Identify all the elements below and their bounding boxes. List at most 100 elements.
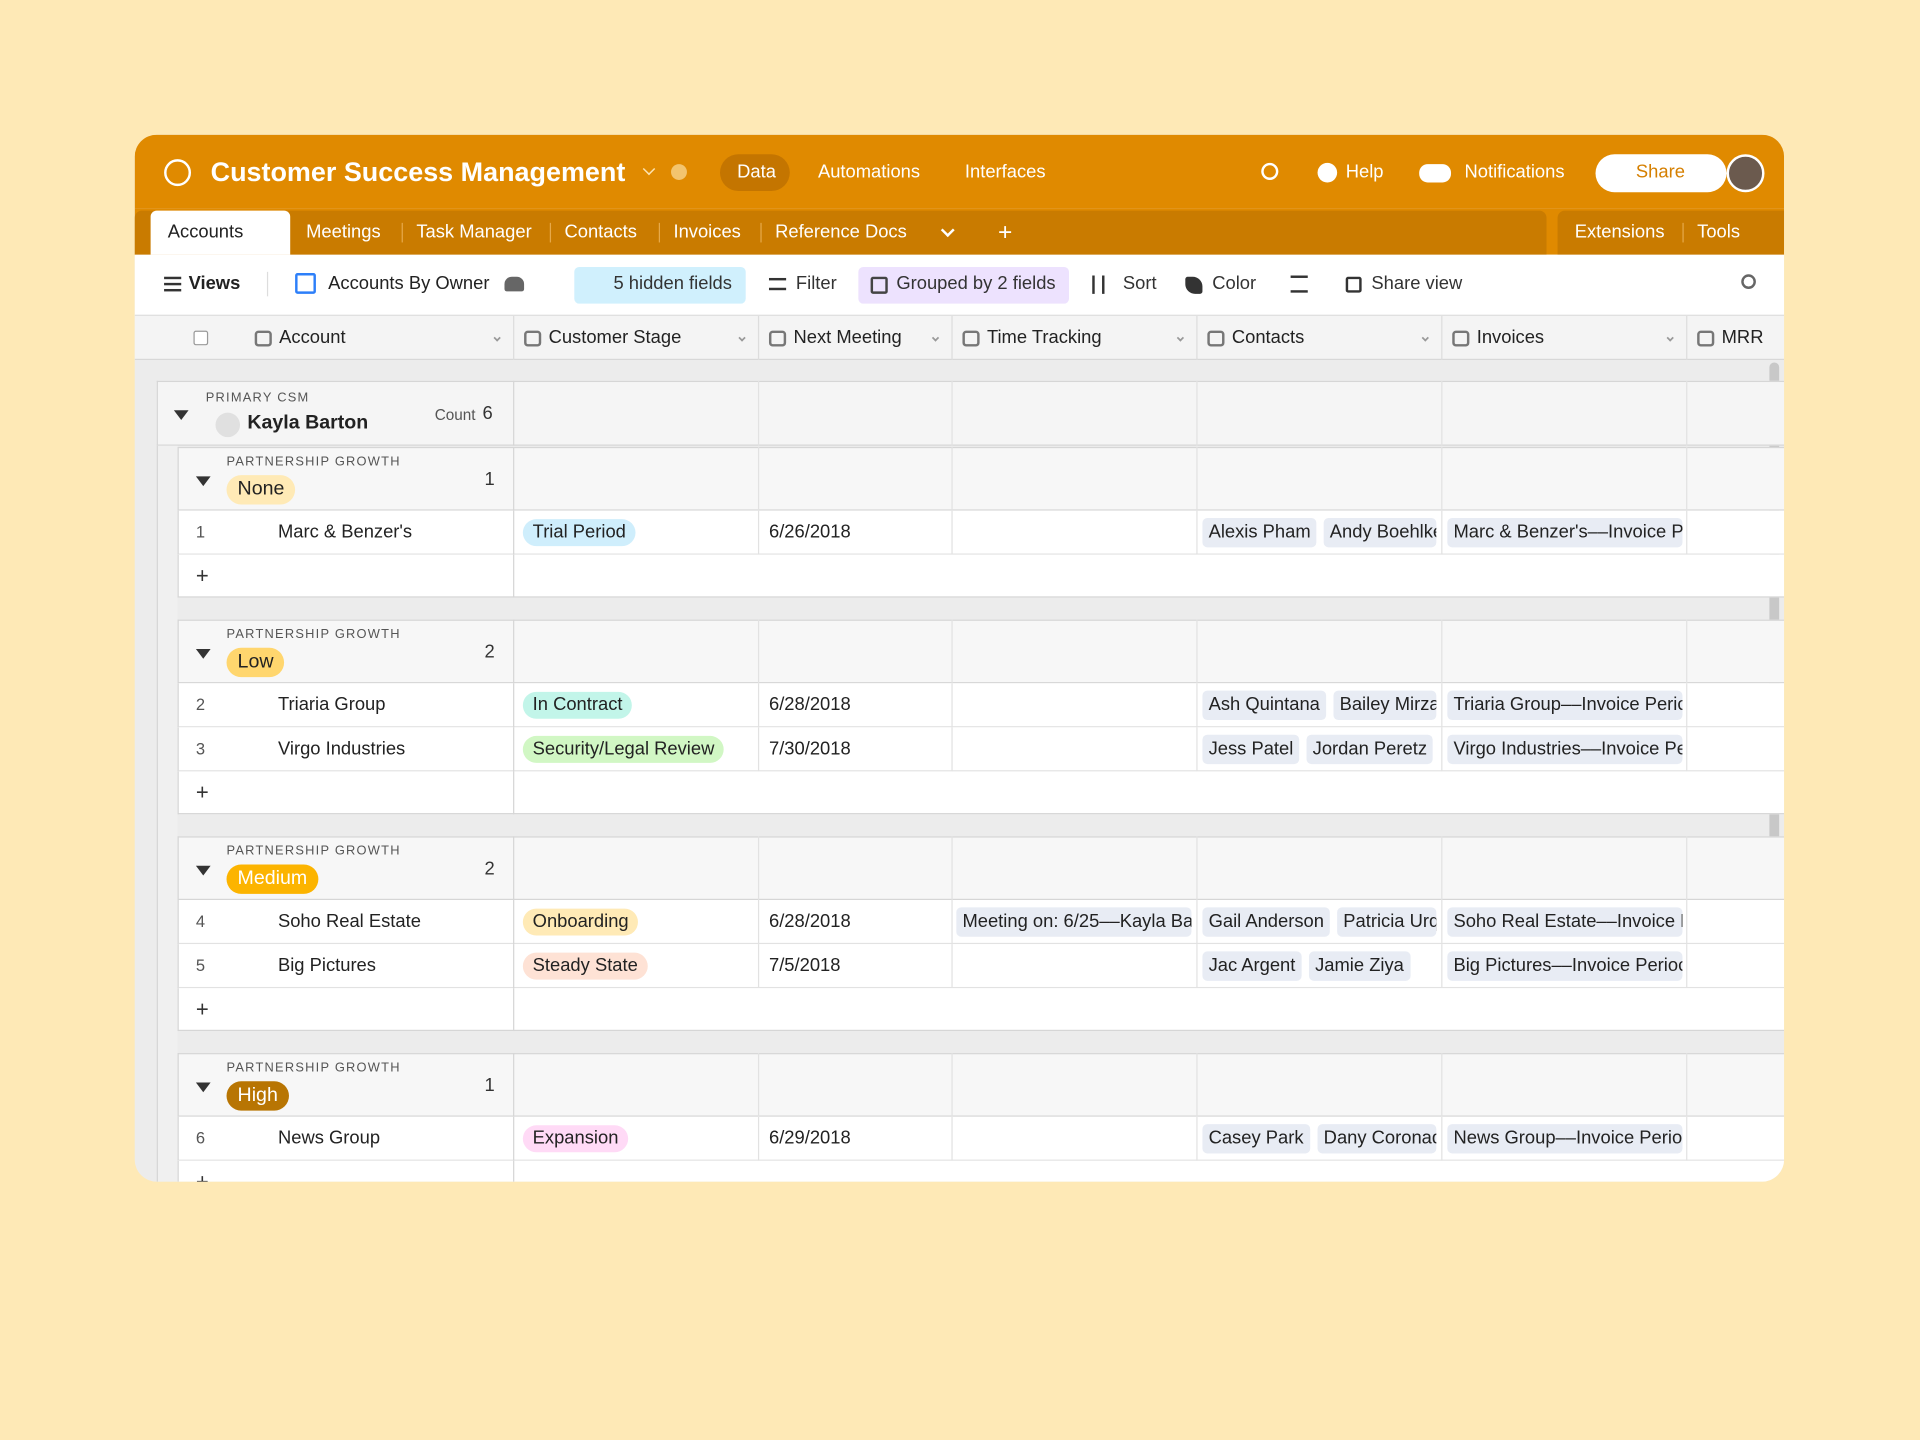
column-title[interactable]: Contacts [1231,326,1305,348]
subgroup-divider [513,836,515,901]
column-divider [1686,315,1688,361]
nav-active[interactable] [720,154,790,192]
cell-divider [1196,446,1198,511]
cell-divider [757,1116,760,1161]
cell-divider [757,619,760,684]
column-title[interactable]: Next Meeting [793,326,902,348]
contact-chip: Bailey Mirza [1333,690,1437,721]
contact-chip: Andy Boehlke [1323,517,1437,548]
collapse-toggle[interactable] [195,865,211,876]
add-tab[interactable]: + [997,219,1013,247]
next-meeting: 6/28/2018 [768,911,851,932]
grid-icon [295,273,316,294]
grouped[interactable]: Grouped by 2 fields [896,273,1056,294]
field-icon [1207,330,1225,347]
cell-divider [1196,510,1198,555]
cell-divider [1196,727,1198,772]
sort[interactable]: Sort [1122,273,1157,294]
cell-divider [1196,900,1198,945]
contact-chip: Dany Coronadc [1317,1124,1437,1154]
add-record-icon[interactable]: + [195,780,209,805]
stage-pill: Security/Legal Review [522,735,725,763]
column-title[interactable]: MRR [1721,326,1764,348]
column-divider [951,315,953,361]
view-name[interactable]: Accounts By Owner [328,273,490,294]
hidden-fields-pill[interactable] [574,266,746,304]
column-title[interactable]: Customer Stage [548,326,682,348]
collapse-toggle[interactable] [173,410,189,421]
tab[interactable]: Reference Docs [775,221,907,243]
history-icon[interactable] [1261,162,1279,181]
collapse-toggle[interactable] [195,476,211,487]
next-meeting: 6/26/2018 [768,521,851,543]
add-row[interactable] [177,988,1785,1032]
hidden-fields[interactable]: 5 hidden fields [613,273,732,294]
add-row[interactable] [177,554,1785,598]
tab[interactable]: Accounts [167,221,244,243]
tab-separator [549,222,552,243]
column-divider [1196,315,1198,361]
row-divider [513,944,515,989]
add-record-icon[interactable]: + [195,563,209,588]
add-row[interactable] [177,771,1785,815]
grouped-pill[interactable] [858,266,1069,304]
column-divider [513,315,515,361]
column-title[interactable]: Account [279,326,346,348]
share-view[interactable]: Share view [1371,273,1463,294]
collapse-toggle[interactable] [195,648,211,659]
invoice-chip: Triaria Group––Invoice Peric [1447,690,1683,721]
extensions[interactable]: Extensions [1574,221,1665,243]
cell-divider [1686,836,1688,901]
nav-tab[interactable]: Data [737,161,776,183]
contact-chip: Alexis Pham [1202,517,1317,548]
tab[interactable]: Invoices [673,221,741,243]
add-record-icon[interactable]: + [195,1169,209,1182]
cell-divider [1196,1116,1198,1161]
cell-divider [1441,619,1443,684]
column-title[interactable]: Time Tracking [986,326,1102,348]
add-record-icon[interactable]: + [195,996,209,1022]
add-row[interactable] [177,1160,1785,1182]
tab-strip-right [1557,210,1785,255]
notifications[interactable]: Notifications [1464,161,1565,183]
nav-tab[interactable]: Interfaces [964,161,1046,183]
filter[interactable]: Filter [795,273,837,294]
tab[interactable]: Meetings [306,221,381,243]
search-icon[interactable] [1741,274,1756,289]
field-icon [1697,330,1715,347]
user-avatar [215,412,241,438]
row-height-icon[interactable] [1290,275,1308,293]
group-label: PRIMARY CSM [205,390,310,406]
cell-divider [951,446,953,511]
tab[interactable]: Contacts [564,221,637,243]
select-all[interactable] [193,330,209,346]
cell-divider [1686,1053,1688,1117]
tools[interactable]: Tools [1697,221,1741,243]
share-button[interactable] [1595,154,1727,193]
invoice-chip: Marc & Benzer's––Invoice P [1447,517,1683,548]
group-header [156,380,1785,446]
invoice-chip: Virgo Industries––Invoice Pe [1447,734,1683,765]
color[interactable]: Color [1212,273,1257,294]
tab-separator [760,222,762,243]
row-divider [513,1116,515,1161]
cell-divider [951,727,953,772]
contact-chip: Jamie Ziya [1308,951,1411,981]
nav-tab[interactable]: Automations [817,161,921,183]
contact-chip: Jess Patel [1202,734,1300,765]
cell-divider [1441,1116,1443,1161]
cell-divider [1686,446,1688,511]
tab[interactable]: Task Manager [416,221,532,243]
collapse-toggle[interactable] [195,1082,211,1093]
row-divider [513,771,515,815]
help[interactable]: Help [1345,161,1384,183]
views-button[interactable]: Views [188,273,241,294]
tab-active[interactable] [150,210,291,255]
column-title[interactable]: Invoices [1476,326,1545,348]
base-icon [164,159,192,187]
row-number: 3 [195,739,206,758]
invoice-chip: Big Pictures––Invoice Perioc [1447,951,1683,981]
share-label[interactable]: Share [1635,161,1685,183]
subgroup-count: 2 [484,641,495,663]
subgroup-header [177,619,1785,684]
